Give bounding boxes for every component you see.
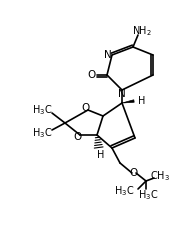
Text: NH$_2$: NH$_2$ [132, 24, 152, 38]
Text: O: O [88, 70, 96, 80]
Text: H: H [138, 96, 145, 106]
Text: O: O [82, 103, 90, 113]
Text: CH$_3$: CH$_3$ [150, 169, 170, 183]
Polygon shape [122, 100, 134, 103]
Text: H$_3$C: H$_3$C [32, 126, 52, 140]
Text: H$_3$C: H$_3$C [32, 103, 52, 117]
Text: H: H [97, 150, 105, 160]
Text: H$_3$C: H$_3$C [114, 184, 134, 198]
Text: N: N [104, 50, 112, 60]
Text: H$_3$C: H$_3$C [138, 188, 158, 202]
Text: O: O [130, 168, 138, 178]
Text: N: N [118, 89, 126, 99]
Text: O: O [74, 132, 82, 142]
